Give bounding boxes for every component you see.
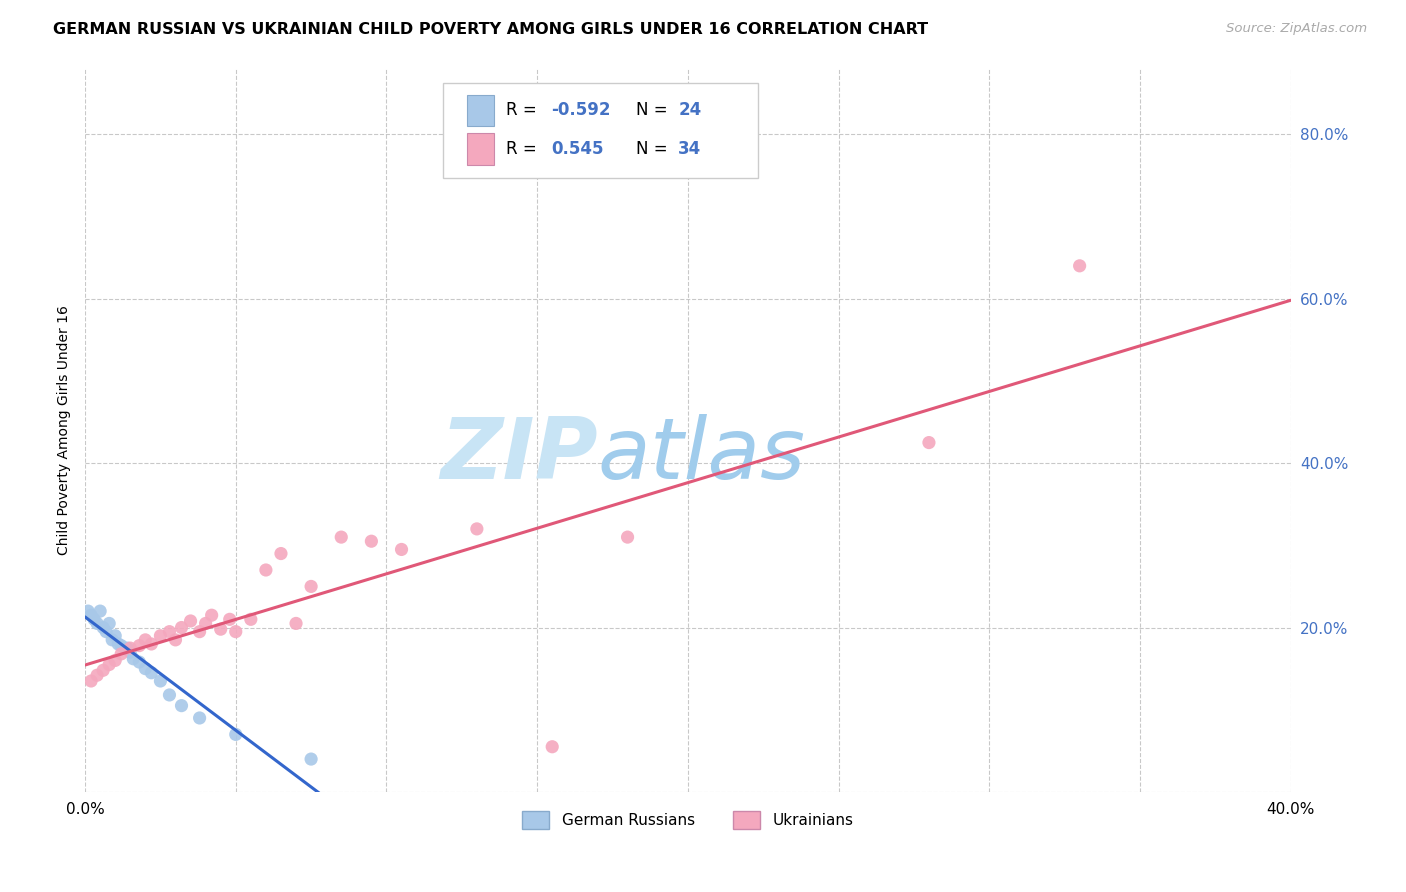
Point [1069,259,1091,273]
Point [270,547,292,561]
Point [98,616,121,631]
Point [120,641,142,656]
Text: ZIP: ZIP [440,414,598,497]
Y-axis label: Child Poverty Among Girls Under 16: Child Poverty Among Girls Under 16 [58,305,72,555]
Point [96,624,118,639]
Point [141,665,163,680]
Point [180,614,202,628]
Point [110,647,132,661]
Point [104,629,127,643]
Point [188,624,211,639]
Point [110,639,132,653]
Text: 34: 34 [678,140,702,158]
Point [170,698,193,713]
Point [170,621,193,635]
Bar [467,95,494,127]
Point [616,530,638,544]
Point [149,673,172,688]
FancyBboxPatch shape [443,83,758,178]
Point [218,612,240,626]
Point [159,624,181,639]
Point [134,662,156,676]
Point [89,604,111,618]
Point [86,616,108,631]
Point [159,688,181,702]
Point [165,632,187,647]
Point [80,673,103,688]
Point [149,629,172,643]
Text: R =: R = [506,102,541,120]
Point [209,622,232,636]
Point [77,604,100,618]
Point [128,639,150,653]
Point [194,616,217,631]
Point [201,608,224,623]
Point [299,752,322,766]
Point [117,641,139,656]
Text: -0.592: -0.592 [551,102,612,120]
Point [107,637,129,651]
Point [91,621,114,635]
Text: N =: N = [636,140,673,158]
Point [225,624,247,639]
Bar [467,133,494,165]
Point [101,632,124,647]
Point [285,616,308,631]
Text: N =: N = [636,102,673,120]
Point [254,563,277,577]
Point [465,522,488,536]
Point [91,663,114,677]
Point [104,653,127,667]
Text: GERMAN RUSSIAN VS UKRAINIAN CHILD POVERTY AMONG GIRLS UNDER 16 CORRELATION CHART: GERMAN RUSSIAN VS UKRAINIAN CHILD POVERT… [53,22,928,37]
Text: 24: 24 [678,102,702,120]
Point [122,652,145,666]
Point [98,657,121,672]
Point [299,579,322,593]
Text: Source: ZipAtlas.com: Source: ZipAtlas.com [1226,22,1367,36]
Point [80,608,103,623]
Point [188,711,211,725]
Text: 0.545: 0.545 [551,140,605,158]
Point [330,530,353,544]
Point [541,739,564,754]
Legend: German Russians, Ukrainians: German Russians, Ukrainians [516,805,860,835]
Point [134,632,156,647]
Point [225,727,247,741]
Point [918,435,941,450]
Point [360,534,382,549]
Point [86,668,108,682]
Point [83,612,105,626]
Point [239,612,262,626]
Point [128,655,150,669]
Text: R =: R = [506,140,547,158]
Point [120,645,142,659]
Point [141,637,163,651]
Point [391,542,413,557]
Text: atlas: atlas [598,414,806,497]
